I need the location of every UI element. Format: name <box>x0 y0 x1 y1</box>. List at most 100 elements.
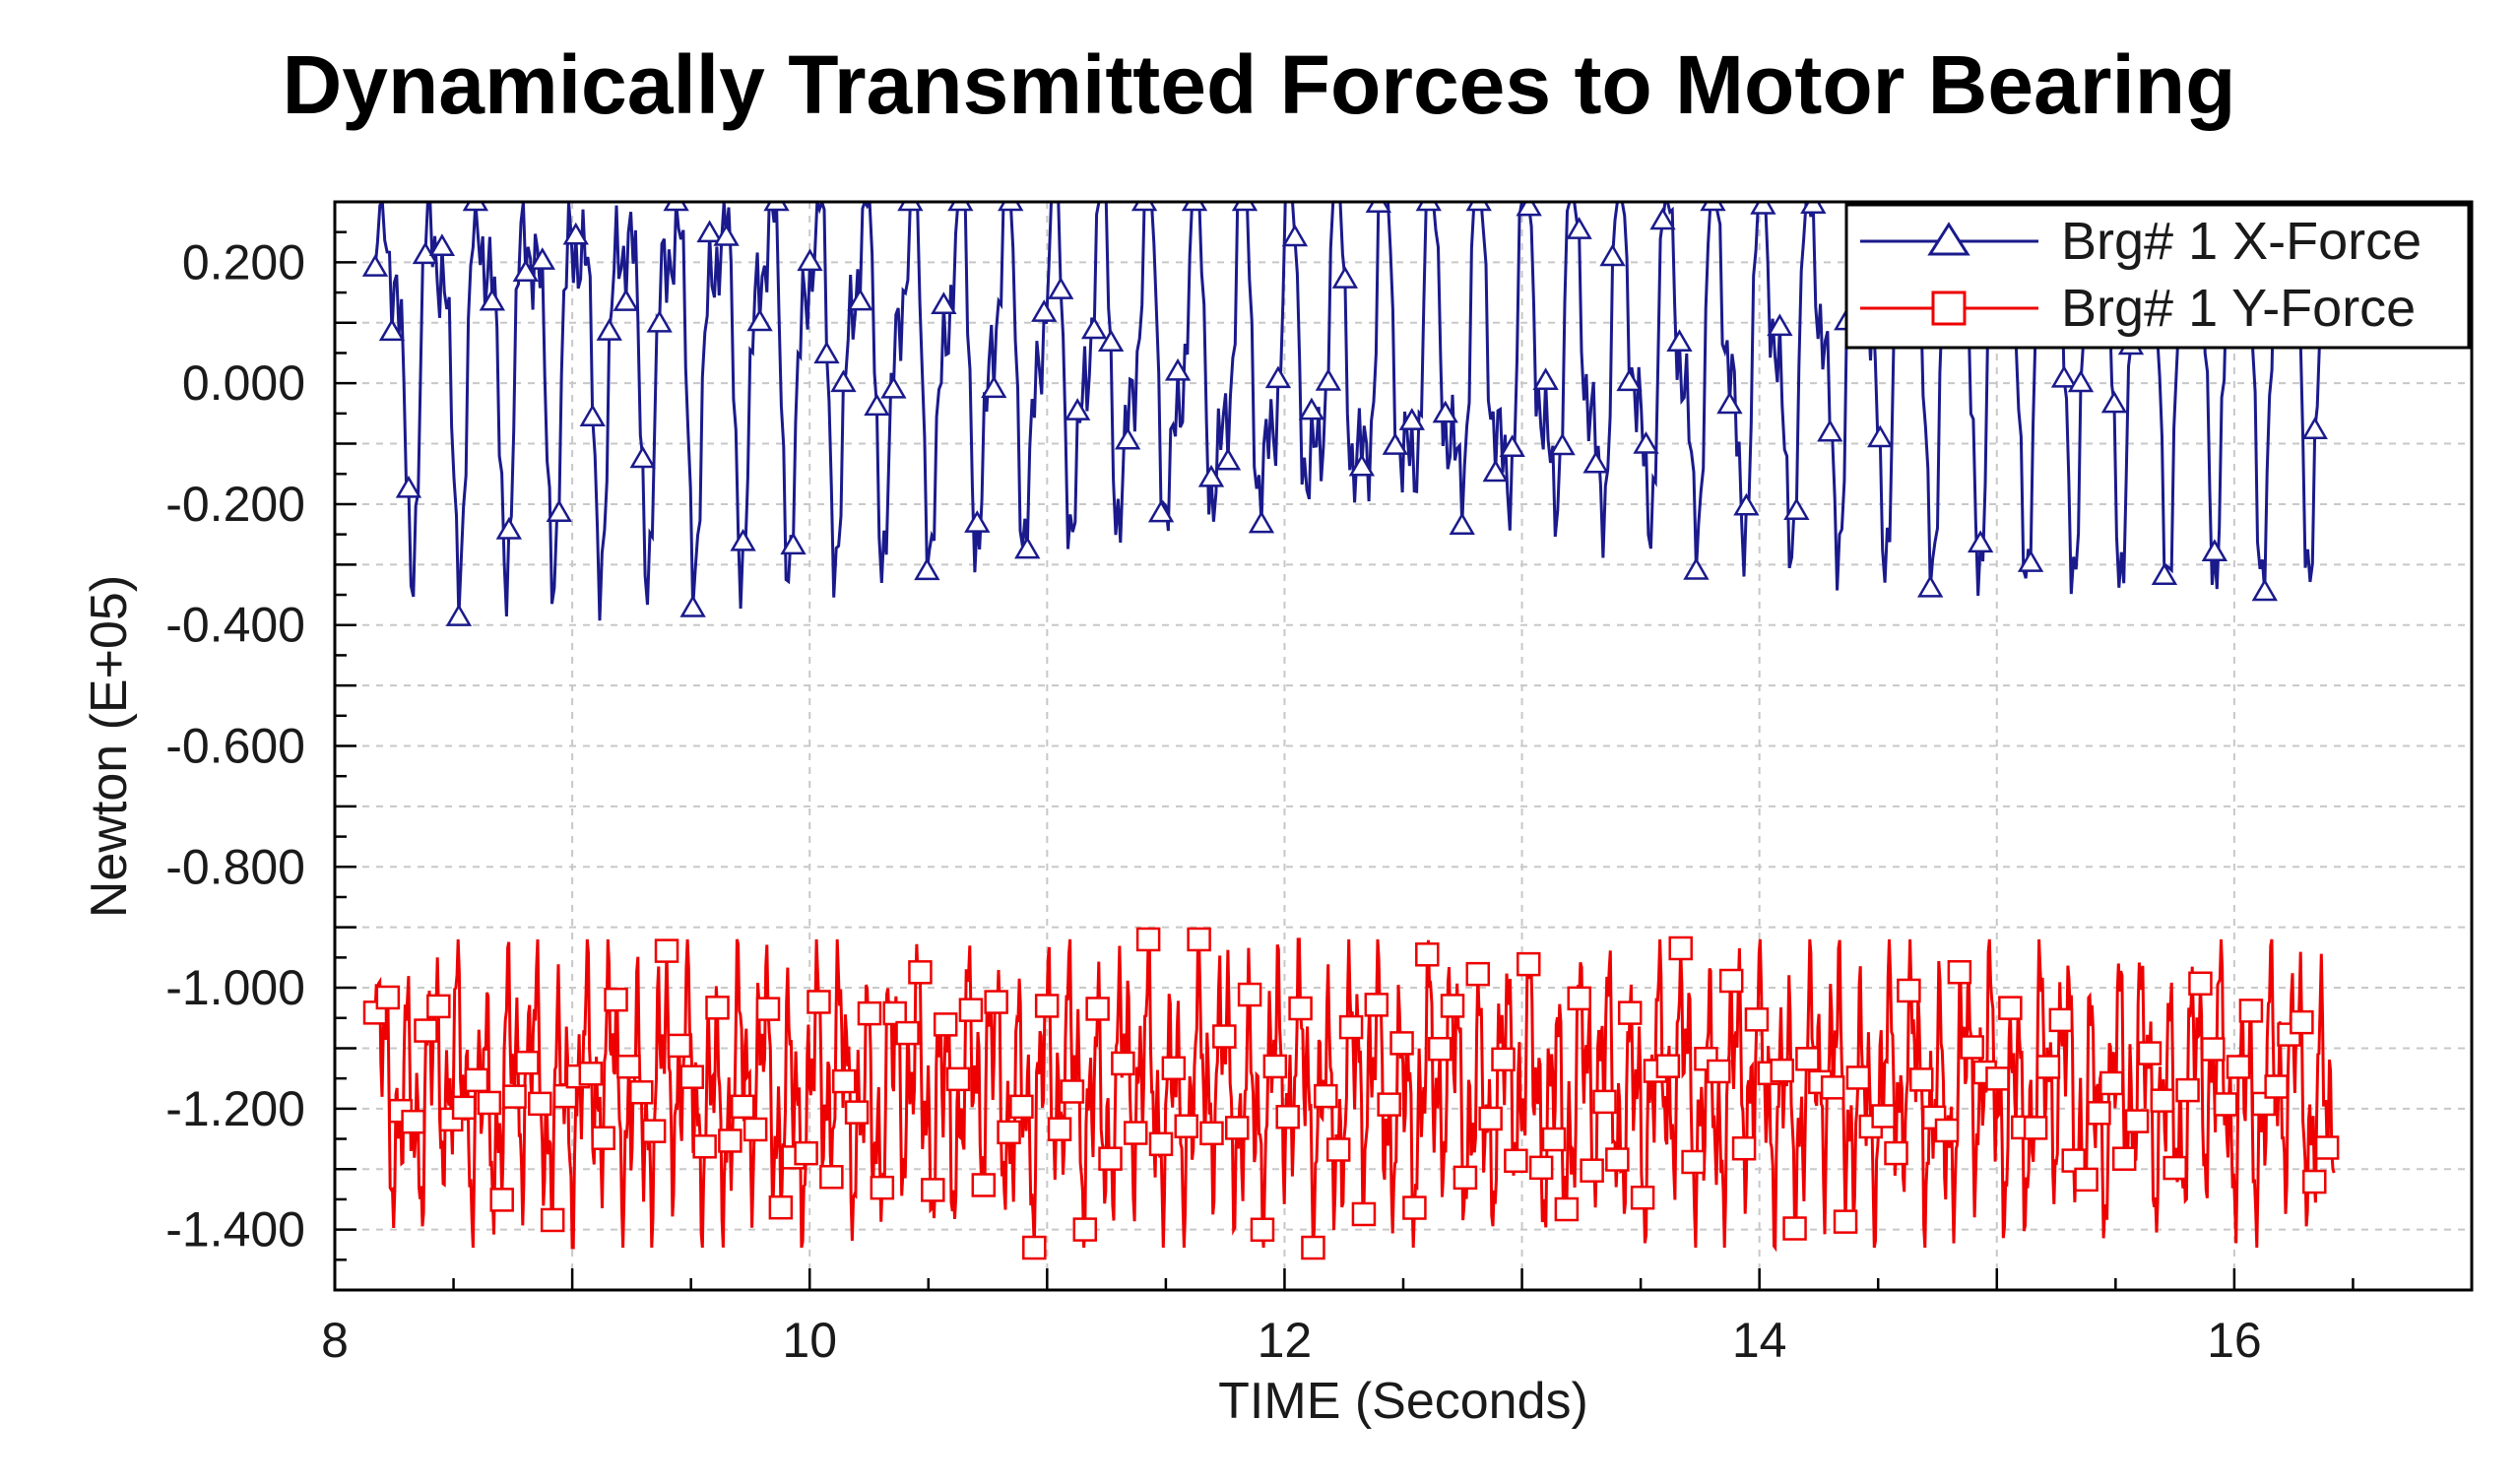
series-y-force-marker <box>667 1033 692 1059</box>
x-axis-label: TIME (Seconds) <box>1218 1373 1588 1430</box>
series-y-force-marker <box>1960 1035 1984 1060</box>
series-y-force-marker <box>2302 1169 2327 1194</box>
series-x-force-marker <box>713 224 740 246</box>
series-y-force-marker <box>1124 1121 1148 1145</box>
series-x-force-marker <box>1516 202 1542 217</box>
series-x-force-marker <box>1549 432 1576 456</box>
series-x-force-marker <box>1633 431 1659 454</box>
series-y-force-marker <box>1478 1106 1503 1131</box>
series-y-force-marker <box>1605 1147 1630 1172</box>
x-tick-label: 16 <box>2207 1313 2262 1368</box>
series-x-force-marker <box>1582 450 1609 474</box>
series-x-force-marker <box>1331 266 1359 289</box>
series-y-force-marker <box>2314 1135 2340 1160</box>
series-y-force-marker <box>1617 1000 1643 1025</box>
series-y-force-marker <box>831 1068 857 1094</box>
series-y-force-marker <box>1845 1065 1871 1090</box>
y-tick-label: -0.800 <box>165 839 305 894</box>
x-tick-label: 10 <box>782 1313 837 1368</box>
y-axis-label: Newton (E+05) <box>81 575 138 918</box>
series-y-force-marker <box>2290 1009 2314 1035</box>
series-y-force-marker <box>1250 1217 1275 1243</box>
series-x-force-marker <box>1683 556 1710 580</box>
series-y-force-marker <box>464 1067 489 1093</box>
series-y-force-marker <box>591 1126 615 1150</box>
series-y-force-marker <box>1314 1083 1338 1109</box>
series-x-force-marker <box>1482 459 1509 483</box>
series-y-force-marker <box>1389 1031 1414 1056</box>
legend: Brg# 1 X-Force Brg# 1 Y-Force <box>1844 203 2471 350</box>
series-x-force-marker <box>998 202 1024 212</box>
series-x-force-marker <box>445 604 473 626</box>
series-y-force-marker <box>819 1164 844 1190</box>
series-y-force-marker <box>1884 1140 1908 1166</box>
y-tick-label: -1.000 <box>165 960 305 1015</box>
series-x-force-marker <box>1048 277 1074 299</box>
series-y-force-marker <box>1098 1146 1123 1171</box>
series-x-force-marker <box>1465 202 1492 212</box>
series-y-force-marker <box>375 985 401 1010</box>
series-y-force-marker <box>794 1140 818 1166</box>
series-y-force-marker <box>945 1066 971 1092</box>
series-x-force-marker <box>1700 202 1726 212</box>
series-y-force-marker <box>1453 1165 1478 1191</box>
series-y-force-marker <box>528 1091 552 1117</box>
x-tick-label: 12 <box>1258 1313 1313 1368</box>
chart-title: Dynamically Transmitted Forces to Motor … <box>282 38 2236 131</box>
series-y-force-marker <box>1288 996 1313 1021</box>
series-x-force-marker <box>1214 447 1242 471</box>
series-y-force-marker <box>2213 1092 2238 1117</box>
series-y-force-marker <box>1009 1094 1034 1120</box>
series-y-force-marker <box>1909 1067 1934 1092</box>
series-x-force-marker <box>1616 368 1643 392</box>
series-x-force-marker <box>1733 492 1760 516</box>
series-y-force-marker <box>1427 1036 1453 1062</box>
x-tick-label: 8 <box>321 1313 349 1368</box>
series-y-force-marker <box>2048 1007 2074 1033</box>
y-tick-label: -1.200 <box>165 1081 305 1136</box>
series-x-force-marker <box>596 318 622 341</box>
series-x-force-marker <box>1097 329 1125 352</box>
series-y-force-marker <box>1364 993 1389 1017</box>
series-y-force-marker <box>2061 1148 2086 1173</box>
series-x-force-marker <box>1248 510 1275 534</box>
series-x-force-marker <box>1181 202 1208 212</box>
series-y-force-marker <box>1833 1209 1858 1234</box>
series-x-force-marker <box>1532 367 1559 390</box>
series-x-force-marker <box>1114 426 1141 450</box>
series-x-force-marker <box>1817 419 1843 442</box>
series-x-force-marker <box>981 375 1007 399</box>
series-y-force <box>362 927 2340 1260</box>
series-x-force-marker <box>897 202 924 212</box>
series-x-force-marker <box>696 220 723 243</box>
series-x-force-marker <box>378 318 406 342</box>
series-y-force-marker <box>401 1109 425 1134</box>
series-y-force-marker <box>515 1050 540 1075</box>
series-x-force-marker <box>1449 512 1475 535</box>
series-x-force-marker <box>2151 562 2178 586</box>
series-y-force-marker <box>768 1194 794 1220</box>
y-tick-label: -1.400 <box>165 1202 305 1258</box>
series-y-force-line <box>373 937 2336 1253</box>
series-y-force-marker <box>984 990 1008 1014</box>
series-x-force-marker <box>1231 202 1259 212</box>
series-y-force-marker <box>718 1129 742 1153</box>
series-x-force-marker <box>1649 207 1676 230</box>
series-y-force-marker <box>1655 1054 1681 1078</box>
series-x-force-marker <box>613 289 639 311</box>
series-y-force-marker <box>755 997 781 1021</box>
series-y-force-marker <box>1681 1149 1706 1175</box>
series-y-force-marker <box>1592 1089 1617 1115</box>
series-y-force-marker <box>540 1207 565 1233</box>
series-x-force-marker <box>462 202 489 212</box>
series-x-force-marker <box>1499 434 1525 458</box>
series-x-force-marker <box>1281 224 1309 247</box>
series-x-force-marker <box>1566 217 1592 239</box>
series-y-force-marker <box>2099 1070 2124 1096</box>
series-x-force-marker <box>1014 536 1041 559</box>
series-y-force-marker <box>1554 1196 1580 1222</box>
series-y-force-marker <box>1325 1137 1351 1162</box>
series-y-force-marker <box>654 938 679 963</box>
series-y-force-marker <box>1707 1059 1731 1084</box>
